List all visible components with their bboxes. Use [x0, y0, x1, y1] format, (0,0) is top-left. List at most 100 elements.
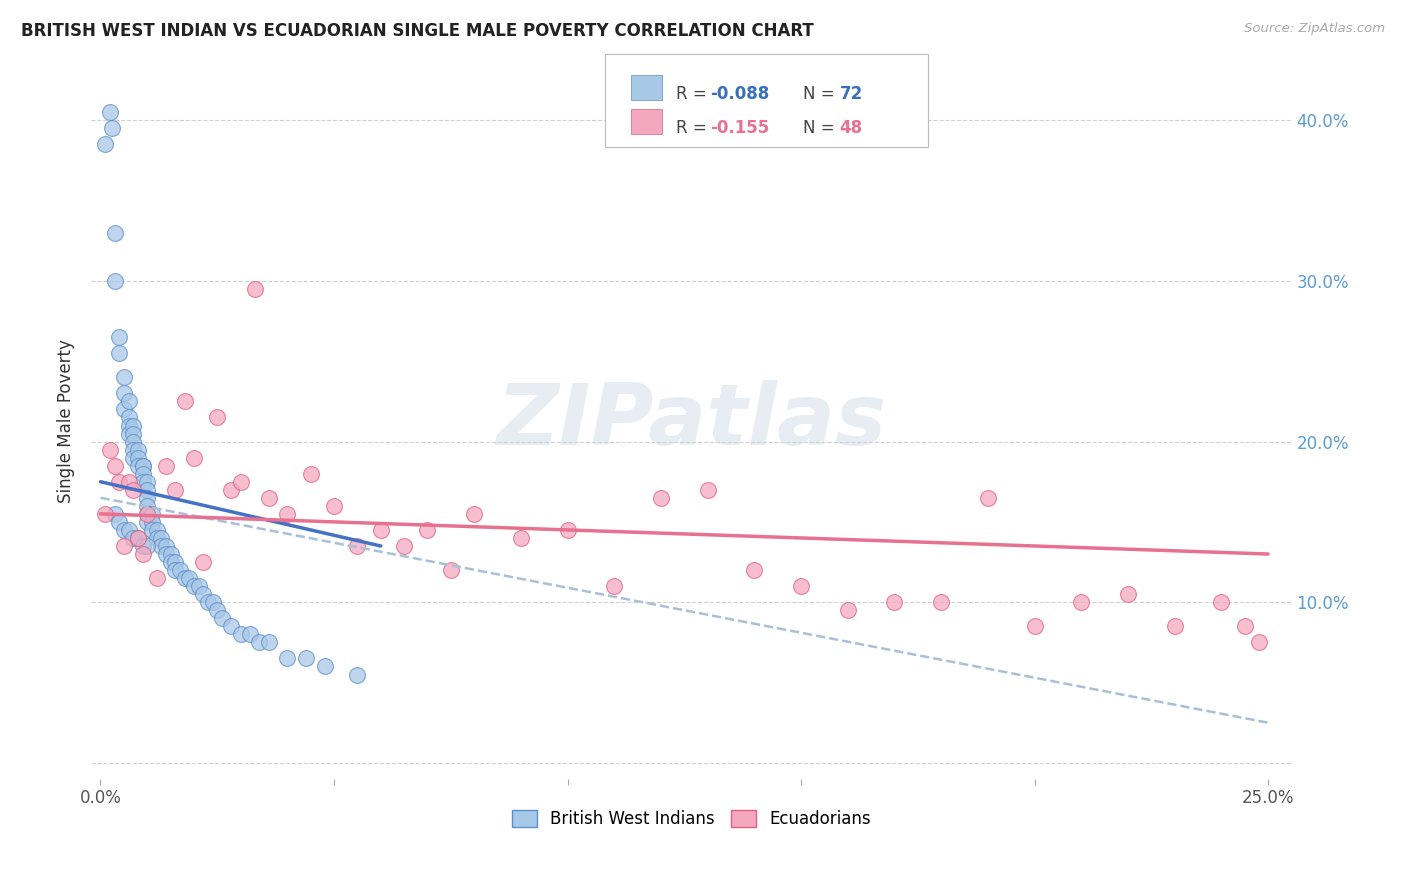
Point [1233, 619, 1256, 633]
Point [193, 555, 215, 569]
Point [112, 386, 135, 401]
Point [131, 458, 153, 473]
Point [183, 450, 205, 465]
Point [122, 531, 145, 545]
Point [299, 467, 322, 481]
Text: -0.088: -0.088 [710, 85, 769, 103]
Point [247, 635, 270, 649]
Point [136, 507, 159, 521]
Point [1163, 619, 1185, 633]
Point [108, 515, 131, 529]
Point [650, 491, 672, 505]
Point [131, 547, 153, 561]
Point [440, 563, 463, 577]
Point [696, 483, 718, 497]
Point [98, 442, 121, 457]
Point [509, 531, 531, 545]
Point [117, 418, 139, 433]
Point [117, 410, 139, 425]
Point [103, 458, 125, 473]
Point [131, 458, 153, 473]
Point [229, 475, 252, 489]
Point [276, 507, 298, 521]
Point [239, 627, 262, 641]
Point [112, 523, 135, 537]
Point [173, 571, 195, 585]
Point [1247, 635, 1270, 649]
Point [392, 539, 415, 553]
Point [159, 555, 181, 569]
Point [145, 571, 167, 585]
Point [165, 563, 187, 577]
Point [977, 491, 1000, 505]
Point [187, 579, 209, 593]
Point [207, 603, 229, 617]
Point [127, 531, 149, 545]
Text: BRITISH WEST INDIAN VS ECUADORIAN SINGLE MALE POVERTY CORRELATION CHART: BRITISH WEST INDIAN VS ECUADORIAN SINGLE… [21, 22, 814, 40]
Point [150, 531, 173, 545]
Point [136, 499, 159, 513]
Y-axis label: Single Male Poverty: Single Male Poverty [58, 340, 75, 503]
Point [219, 619, 242, 633]
Point [98, 105, 121, 120]
Point [122, 426, 145, 441]
Text: Source: ZipAtlas.com: Source: ZipAtlas.com [1244, 22, 1385, 36]
Point [165, 483, 187, 497]
Point [108, 475, 131, 489]
Point [131, 467, 153, 481]
Point [1070, 595, 1092, 609]
Point [179, 571, 201, 585]
Point [346, 539, 368, 553]
Point [744, 563, 766, 577]
Point [108, 330, 131, 344]
Point [219, 483, 242, 497]
Point [165, 555, 187, 569]
Point [155, 458, 177, 473]
Point [211, 611, 233, 625]
Point [229, 627, 252, 641]
Point [131, 475, 153, 489]
Point [314, 659, 336, 673]
Point [94, 507, 117, 521]
Point [370, 523, 392, 537]
Point [929, 595, 952, 609]
Point [141, 515, 163, 529]
Point [1024, 619, 1046, 633]
Point [112, 402, 135, 417]
Point [150, 539, 173, 553]
Point [103, 226, 125, 240]
Point [145, 531, 167, 545]
Point [201, 595, 224, 609]
Legend: British West Indians, Ecuadorians: British West Indians, Ecuadorians [505, 804, 877, 835]
Point [295, 651, 318, 665]
Point [416, 523, 439, 537]
Point [127, 442, 149, 457]
Point [257, 491, 280, 505]
Point [141, 507, 163, 521]
Point [136, 507, 159, 521]
Point [136, 483, 159, 497]
Point [122, 483, 145, 497]
Point [103, 507, 125, 521]
Point [122, 450, 145, 465]
Point [117, 394, 139, 409]
Point [463, 507, 485, 521]
Text: -0.155: -0.155 [710, 119, 769, 136]
Point [136, 539, 159, 553]
Point [145, 523, 167, 537]
Text: 72: 72 [839, 85, 863, 103]
Point [197, 595, 219, 609]
Point [122, 442, 145, 457]
Point [1116, 587, 1139, 601]
Point [243, 282, 266, 296]
Point [557, 523, 579, 537]
Text: N =: N = [803, 119, 839, 136]
Point [136, 475, 159, 489]
Point [207, 410, 229, 425]
Point [193, 587, 215, 601]
Point [276, 651, 298, 665]
Text: ZIPatlas: ZIPatlas [496, 380, 886, 463]
Point [155, 547, 177, 561]
Point [117, 475, 139, 489]
Point [127, 531, 149, 545]
